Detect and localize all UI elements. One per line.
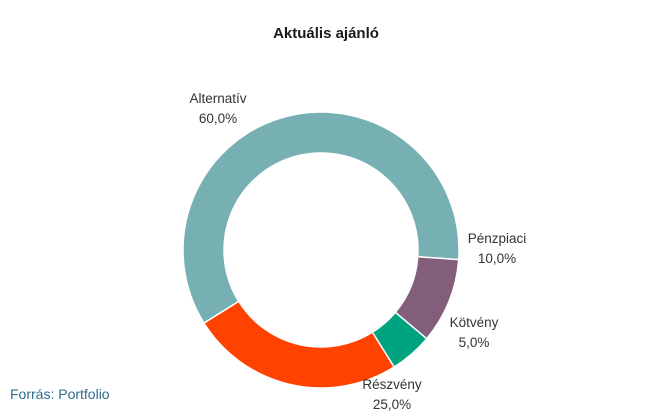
slice-részvény bbox=[202, 300, 396, 389]
slice-name-label: Pénzpiaci bbox=[468, 231, 527, 246]
slice-value-label: 10,0% bbox=[478, 251, 516, 266]
slice-value-label: 60,0% bbox=[199, 111, 237, 126]
chart-title: Aktuális ajánló bbox=[273, 25, 379, 42]
slice-value-label: 5,0% bbox=[459, 335, 490, 350]
slice-name-label: Kötvény bbox=[450, 315, 499, 330]
slice-alternatív bbox=[182, 111, 460, 325]
slice-name-label: Részvény bbox=[362, 377, 422, 392]
slice-value-label: 25,0% bbox=[373, 397, 411, 412]
source-note: Forrás: Portfolio bbox=[10, 386, 110, 402]
slice-name-label: Alternatív bbox=[189, 91, 246, 106]
